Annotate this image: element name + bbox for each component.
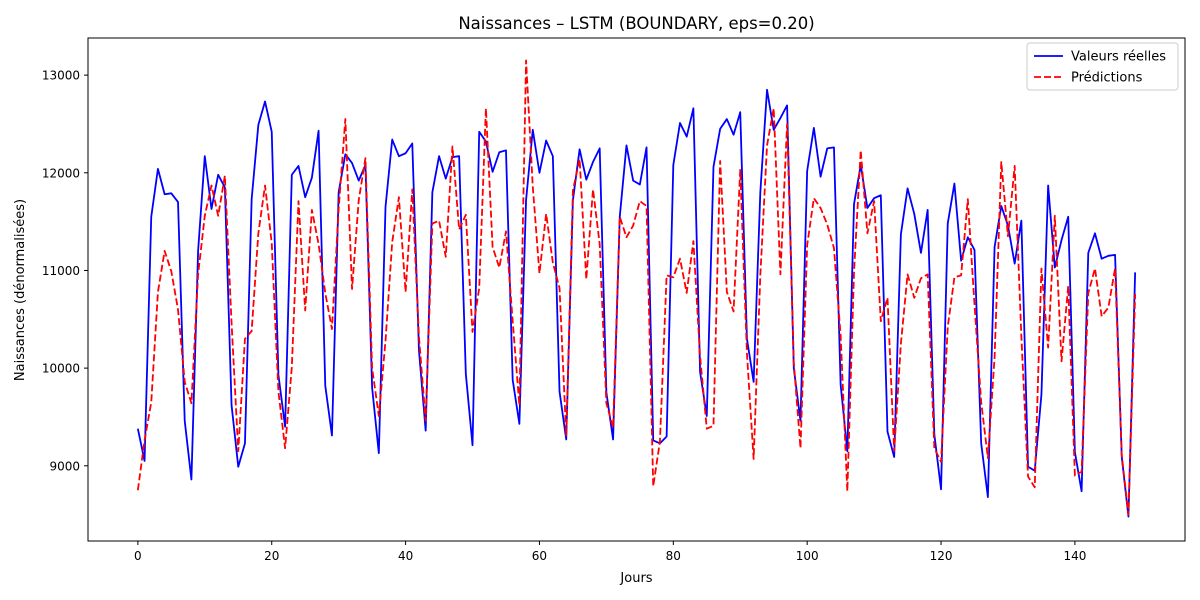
legend-label-2: Prédictions — [1071, 71, 1143, 86]
legend-box — [1026, 42, 1179, 91]
y-tick-label: 13000 — [42, 69, 80, 83]
series-line-1 — [136, 88, 1137, 518]
x-tick-label: 60 — [532, 549, 547, 563]
y-tick-label: 11000 — [42, 264, 80, 278]
axes-frame — [87, 37, 1186, 542]
legend-label-1: Valeurs réelles — [1071, 50, 1166, 65]
y-tick-label: 9000 — [49, 459, 80, 473]
axes: 0 20 40 60 80 100 120 140 9000 10000 11000 12000 130… — [42, 37, 1186, 563]
y-axis-label: Naissances (dénormalisées) — [13, 199, 28, 381]
chart-title: Naissances – LSTM (BOUNDARY, eps=0.20) — [458, 14, 814, 33]
x-axis-label: Jours — [619, 571, 652, 586]
x-tick-label: 100 — [796, 549, 819, 563]
y-tick-label: 12000 — [42, 166, 80, 180]
x-tick-label: 80 — [666, 549, 681, 563]
x-tick-label: 140 — [1063, 549, 1086, 563]
legend: Valeurs réelles Prédictions — [1026, 42, 1179, 91]
x-tick-label: 40 — [398, 549, 413, 563]
y-tick-label: 10000 — [42, 362, 80, 376]
plot-area — [136, 59, 1137, 518]
x-tick-label: 0 — [134, 549, 142, 563]
x-tick-label: 120 — [930, 549, 953, 563]
series-line-2 — [136, 59, 1137, 516]
x-tick-label: 20 — [264, 549, 279, 563]
